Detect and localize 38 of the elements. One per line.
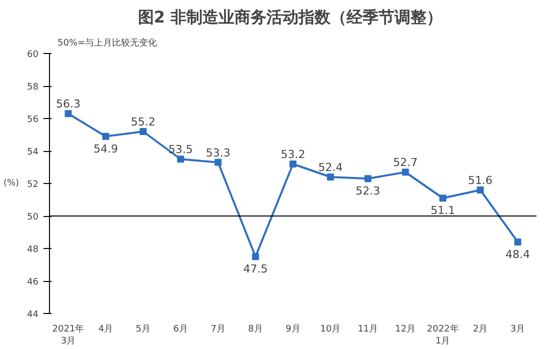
data-label: 53.5 xyxy=(168,143,193,156)
y-tick-label: 56 xyxy=(27,115,39,125)
data-label: 53.3 xyxy=(206,146,230,160)
text: 50%=与上月比较无变化 xyxy=(58,38,158,48)
y-tick-label: 48 xyxy=(27,245,39,255)
x-tick-label: 4月 xyxy=(98,324,114,334)
x-tick-label: 2022年 1月 xyxy=(426,324,459,346)
data-label: 52.3 xyxy=(356,184,380,198)
y-tick-label: 50 xyxy=(27,212,39,222)
y-tick-label: 44 xyxy=(27,310,39,320)
x-tick-label: 5月 xyxy=(136,324,151,334)
data-label: 52.7 xyxy=(393,156,418,170)
data-label: 55.2 xyxy=(130,116,156,128)
y-tick-label: 54 xyxy=(27,148,39,158)
data-label: 51.6 xyxy=(468,174,493,187)
y-tick-label: 60 xyxy=(27,50,39,60)
x-tick-label: 2021年 3月 xyxy=(52,324,84,346)
data-label: 47.5 xyxy=(243,262,268,276)
x-tick-label: 7月 xyxy=(210,324,226,334)
data-label: 52.4 xyxy=(318,161,343,174)
y-axis-title: (%) xyxy=(3,178,20,188)
y-tick-label: 46 xyxy=(27,278,39,288)
x-tick-label: 3月 xyxy=(510,324,526,334)
x-tick-label: 11月 xyxy=(358,324,378,334)
x-tick-label: 6月 xyxy=(173,324,188,334)
y-tick-label: 52 xyxy=(27,180,38,190)
chart-title: 图2 非制造业商务活动指数（经季节调整） xyxy=(138,8,443,26)
data-label: 51.1 xyxy=(430,204,456,218)
x-tick-label: 12月 xyxy=(395,324,416,334)
y-tick-label: 58 xyxy=(27,82,39,92)
data-label: 53.2 xyxy=(280,148,306,161)
data-label: 54.9 xyxy=(93,142,118,156)
x-tick-label: 2月 xyxy=(472,324,488,334)
x-tick-label: 8月 xyxy=(248,324,263,334)
x-tick-label: 10月 xyxy=(320,324,341,334)
data-label: 56.3 xyxy=(56,98,80,111)
data-label: 48.4 xyxy=(506,248,530,261)
x-tick-label: 9月 xyxy=(286,324,300,334)
